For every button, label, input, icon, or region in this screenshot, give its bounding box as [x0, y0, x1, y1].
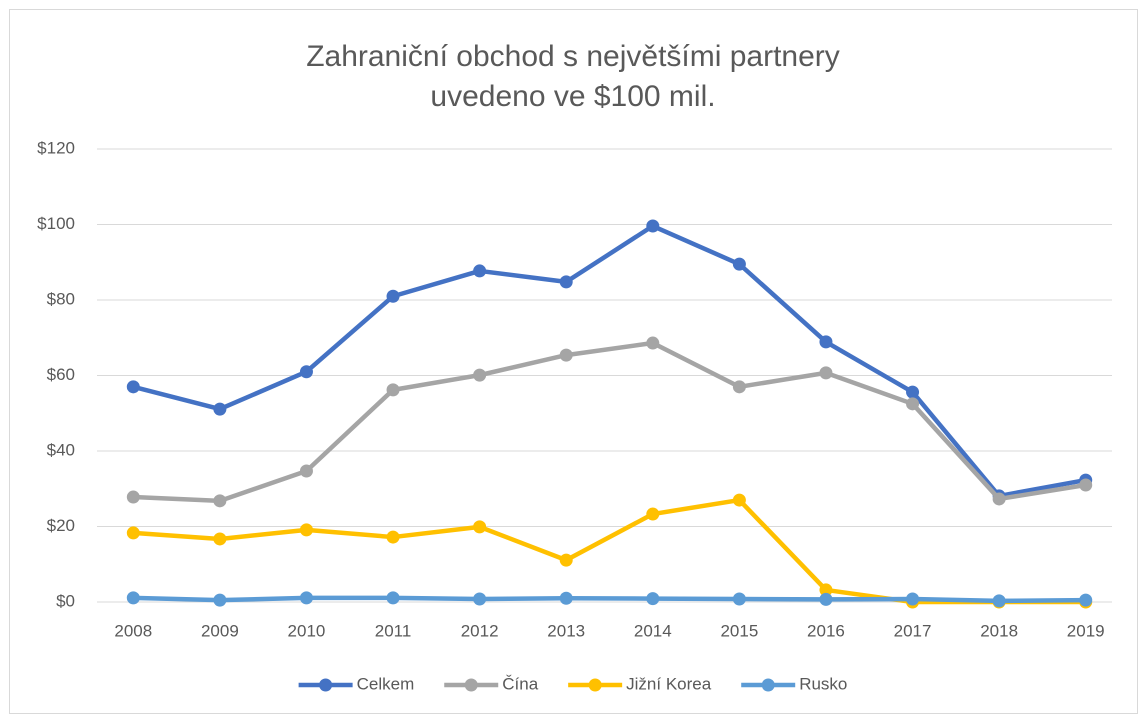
series-line: [133, 595, 1086, 604]
data-point: [906, 397, 920, 411]
y-tick-label: $100: [37, 214, 75, 233]
data-point: [473, 368, 487, 382]
legend-marker: [761, 678, 775, 692]
data-point: [819, 335, 833, 349]
data-point: [906, 592, 920, 606]
data-point: [732, 257, 746, 271]
legend-label: Rusko: [799, 674, 847, 693]
data-point: [646, 336, 660, 350]
data-point: [126, 591, 140, 605]
data-point: [473, 592, 487, 606]
data-point: [992, 492, 1006, 506]
series-line: [132, 223, 1087, 499]
data-point: [126, 380, 140, 394]
x-tick-label: 2017: [894, 621, 932, 640]
data-point: [213, 593, 227, 607]
y-tick-label: $80: [47, 289, 75, 308]
data-point: [299, 464, 313, 478]
data-point: [646, 592, 660, 606]
data-point: [299, 365, 313, 379]
data-point: [559, 275, 573, 289]
x-tick-label: 2019: [1067, 621, 1105, 640]
x-tick-label: 2010: [288, 621, 326, 640]
y-tick-label: $20: [47, 516, 75, 535]
data-point: [732, 592, 746, 606]
data-point: [559, 553, 573, 567]
x-tick-label: 2018: [980, 621, 1018, 640]
legend-marker: [319, 678, 333, 692]
data-point: [473, 264, 487, 278]
y-tick-label: $40: [47, 440, 75, 459]
x-tick-label: 2015: [720, 621, 758, 640]
series-line: [133, 497, 1086, 605]
data-point: [473, 520, 487, 534]
y-tick-label: $120: [37, 138, 75, 157]
x-tick-label: 2013: [547, 621, 585, 640]
legend-label: Čína: [502, 674, 538, 693]
legend-label: Jižní Korea: [626, 674, 712, 693]
data-point: [386, 591, 400, 605]
data-point: [213, 532, 227, 546]
data-point: [992, 594, 1006, 608]
data-point: [819, 583, 833, 597]
series-line: [133, 340, 1087, 504]
x-tick-label: 2008: [114, 621, 152, 640]
x-tick-label: 2014: [634, 621, 672, 640]
x-tick-label: 2011: [375, 621, 412, 640]
chart-subtitle: uvedeno ve $100 mil.: [430, 80, 715, 113]
data-point: [819, 592, 833, 606]
data-point: [126, 490, 140, 504]
data-point: [213, 494, 227, 508]
data-point: [732, 493, 746, 507]
data-point: [213, 402, 227, 416]
legend-marker: [464, 678, 478, 692]
y-tick-label: $60: [47, 365, 75, 384]
data-point: [299, 591, 313, 605]
data-point: [1079, 593, 1093, 607]
data-point: [386, 383, 400, 397]
data-point: [299, 523, 313, 537]
y-tick-label: $0: [56, 591, 75, 610]
data-point: [906, 385, 920, 399]
data-point: [646, 219, 660, 233]
data-point: [126, 526, 140, 540]
chart-title: Zahraniční obchod s největšími partnery: [306, 40, 840, 73]
data-point: [819, 366, 833, 380]
data-point: [386, 530, 400, 544]
data-point: [559, 348, 573, 362]
legend-marker: [588, 678, 602, 692]
data-point: [646, 507, 660, 521]
data-point: [732, 380, 746, 394]
x-tick-label: 2009: [201, 621, 239, 640]
x-tick-label: 2016: [807, 621, 845, 640]
chart-border: [9, 9, 1138, 714]
data-point: [386, 289, 400, 303]
data-point: [559, 591, 573, 605]
legend-label: Celkem: [357, 674, 415, 693]
data-point: [1079, 478, 1093, 492]
x-tick-label: 2012: [461, 621, 499, 640]
